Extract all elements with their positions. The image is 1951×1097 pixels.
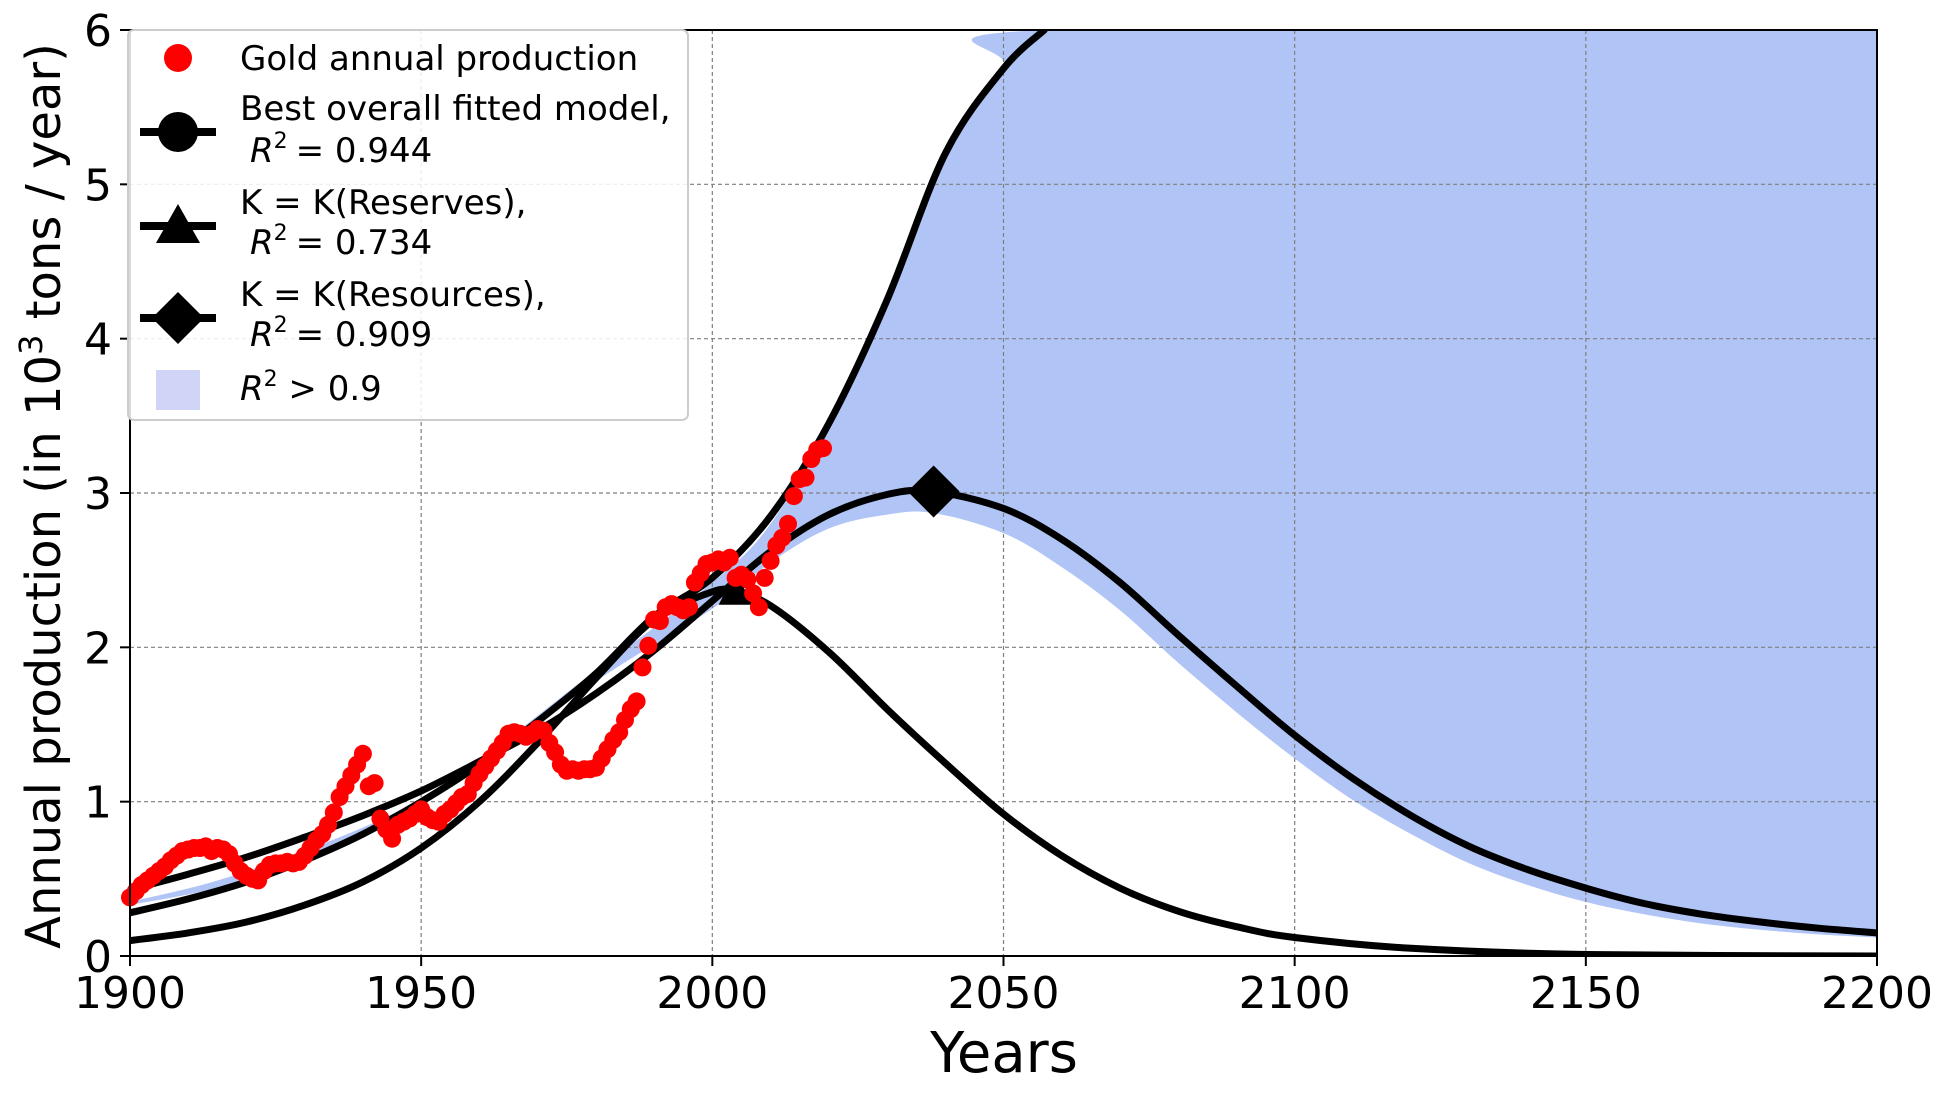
- reserves-model-line: [130, 585, 1877, 956]
- y-axis-title-prefix: Annual production (in 10: [16, 355, 72, 949]
- resources-model-line: [130, 486, 1877, 937]
- y-axis-title-suffix: tons / year): [16, 43, 72, 334]
- gold-production-point: [353, 744, 372, 763]
- axis-ticks: 1900 1950 2000 2050 2100 2150 2200 0 1 2 3 4 5 6: [74, 6, 1933, 1019]
- gold-production-point: [650, 612, 669, 631]
- gold-production-point: [749, 598, 768, 617]
- legend-marker-best: [158, 112, 198, 152]
- legend: Gold annual production Best overall fitt…: [127, 29, 689, 421]
- legend-patch-band: [156, 370, 200, 410]
- gold-production-point: [633, 658, 652, 677]
- legend-marker-reserves: [156, 204, 200, 243]
- x-axis-title: Years: [929, 1021, 1078, 1086]
- gold-production-point: [627, 692, 646, 711]
- gold-production-point: [383, 829, 402, 848]
- y-tick-label: 3: [84, 469, 112, 520]
- r2-band-area: [130, 30, 1877, 938]
- x-tick-label: 2100: [1239, 968, 1351, 1019]
- x-tick-label: 2150: [1530, 968, 1642, 1019]
- legend-label-reserves-line2: R2 = 0.734: [250, 221, 432, 263]
- gold-production-point: [755, 568, 774, 587]
- r2-band-layer: [130, 30, 1877, 938]
- legend-label-resources-line1: K = K(Resources),: [240, 275, 546, 315]
- legend-label-band: R2 > 0.9: [240, 367, 382, 409]
- y-tick-label: 1: [84, 778, 112, 829]
- gold-production-point: [738, 570, 757, 589]
- y-tick-label: 2: [84, 623, 112, 674]
- gold-production-point: [720, 548, 739, 567]
- x-tick-label: 1900: [74, 968, 186, 1019]
- x-tick-label: 2200: [1821, 968, 1933, 1019]
- legend-entry-best: Best overall fitted model, R2 = 0.944: [140, 89, 671, 171]
- y-tick-label: 4: [84, 315, 112, 366]
- gold-production-point: [796, 468, 815, 487]
- resources-peak-marker: [907, 465, 960, 518]
- legend-entry-gold: Gold annual production: [164, 39, 638, 79]
- gold-production-point: [744, 584, 763, 603]
- y-axis-title-sup: 3: [12, 335, 50, 355]
- gold-production-point: [779, 514, 797, 533]
- gold-production-point: [773, 528, 792, 547]
- gold-production-point: [761, 551, 780, 570]
- legend-label-resources-line2: R2 = 0.909: [250, 313, 432, 355]
- gold-production-point: [324, 803, 343, 822]
- gold-production-points: [121, 439, 832, 907]
- legend-entry-band: R2 > 0.9: [156, 367, 382, 410]
- legend-label-reserves-line1: K = K(Reserves),: [240, 183, 526, 223]
- y-tick-label: 5: [84, 160, 112, 211]
- x-tick-label: 1950: [365, 968, 477, 1019]
- y-axis-title: Annual production (in 103 tons / year): [12, 43, 72, 949]
- legend-entry-reserves: K = K(Reserves), R2 = 0.734: [140, 183, 526, 263]
- gold-production-point: [814, 439, 832, 458]
- reserves-peak-marker: [718, 571, 753, 605]
- gold-production-point: [639, 636, 658, 655]
- x-tick-label: 2050: [948, 968, 1060, 1019]
- y-tick-label: 0: [84, 932, 112, 983]
- peak-markers-layer: [718, 465, 960, 605]
- y-tick-label: 6: [84, 6, 112, 57]
- legend-marker-resources: [152, 292, 204, 344]
- gold-production-point: [784, 487, 803, 506]
- gold-production-point: [365, 774, 384, 793]
- legend-box: [127, 29, 689, 421]
- x-tick-label: 2000: [656, 968, 768, 1019]
- legend-marker-gold: [164, 44, 192, 72]
- gold-production-point: [680, 598, 698, 617]
- legend-label-best-line2: R2 = 0.944: [250, 129, 432, 171]
- legend-label-gold: Gold annual production: [240, 39, 638, 79]
- legend-label-best-line1: Best overall fitted model,: [240, 89, 671, 129]
- legend-entry-resources: K = K(Resources), R2 = 0.909: [140, 275, 546, 355]
